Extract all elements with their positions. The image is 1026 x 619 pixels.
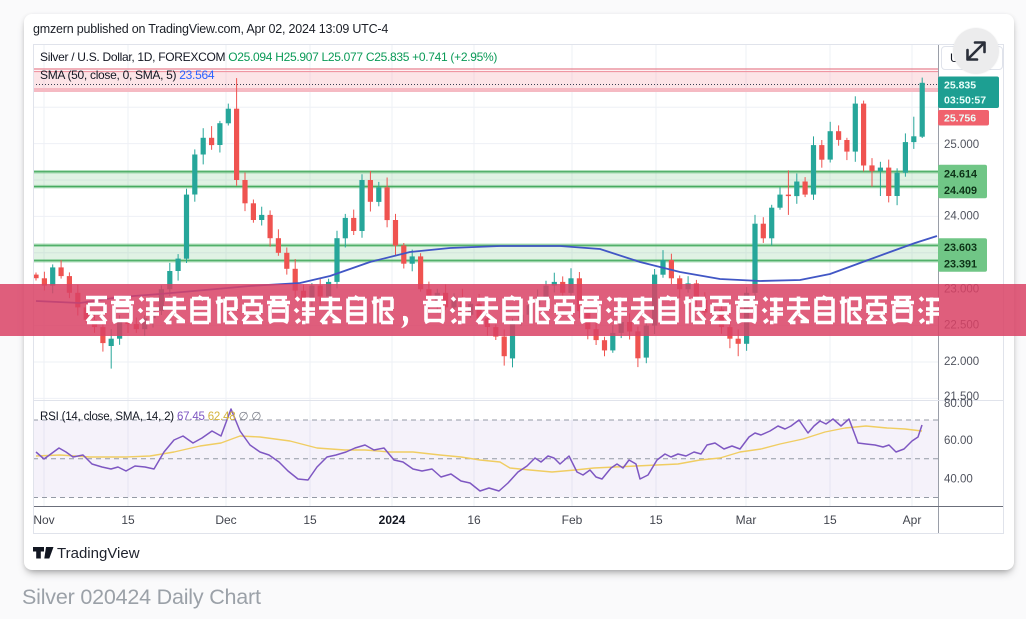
svg-text:Nov: Nov: [33, 513, 54, 527]
svg-text:2024: 2024: [379, 513, 406, 527]
svg-text:22.000: 22.000: [944, 356, 979, 368]
svg-text:Mar: Mar: [736, 513, 757, 527]
svg-text:Dec: Dec: [215, 513, 236, 527]
svg-text:Silver / U.S. Dollar, 1D, FORE: Silver / U.S. Dollar, 1D, FOREXCOM O25.0…: [40, 50, 497, 64]
svg-text:15: 15: [303, 513, 317, 527]
svg-text:15: 15: [823, 513, 837, 527]
svg-text:15: 15: [649, 513, 663, 527]
svg-text:16: 16: [467, 513, 481, 527]
svg-text:25.835: 25.835: [944, 80, 976, 92]
svg-text:25.756: 25.756: [944, 113, 976, 125]
svg-text:SMA (50, close, 0, SMA, 5) 23.: SMA (50, close, 0, SMA, 5) 23.564: [40, 68, 215, 82]
svg-text:Apr: Apr: [903, 513, 922, 527]
svg-text:60.00: 60.00: [944, 435, 973, 447]
svg-text:23.603: 23.603: [944, 242, 977, 254]
svg-text:25.000: 25.000: [944, 139, 979, 151]
svg-text:23.391: 23.391: [944, 259, 977, 271]
svg-text:40.00: 40.00: [944, 474, 973, 486]
svg-text:21.500: 21.500: [944, 391, 979, 403]
svg-text:24.614: 24.614: [944, 169, 977, 181]
svg-text:80.00: 80.00: [944, 398, 973, 410]
svg-text:24.000: 24.000: [944, 211, 979, 223]
svg-text:24.409: 24.409: [944, 185, 977, 197]
svg-text:RSI (14, close, SMA, 14, 2) 67: RSI (14, close, SMA, 14, 2) 67.45 62.48 …: [40, 411, 261, 423]
svg-text:15: 15: [121, 513, 135, 527]
svg-text:03:50:57: 03:50:57: [944, 95, 986, 107]
svg-text:Feb: Feb: [562, 513, 583, 527]
